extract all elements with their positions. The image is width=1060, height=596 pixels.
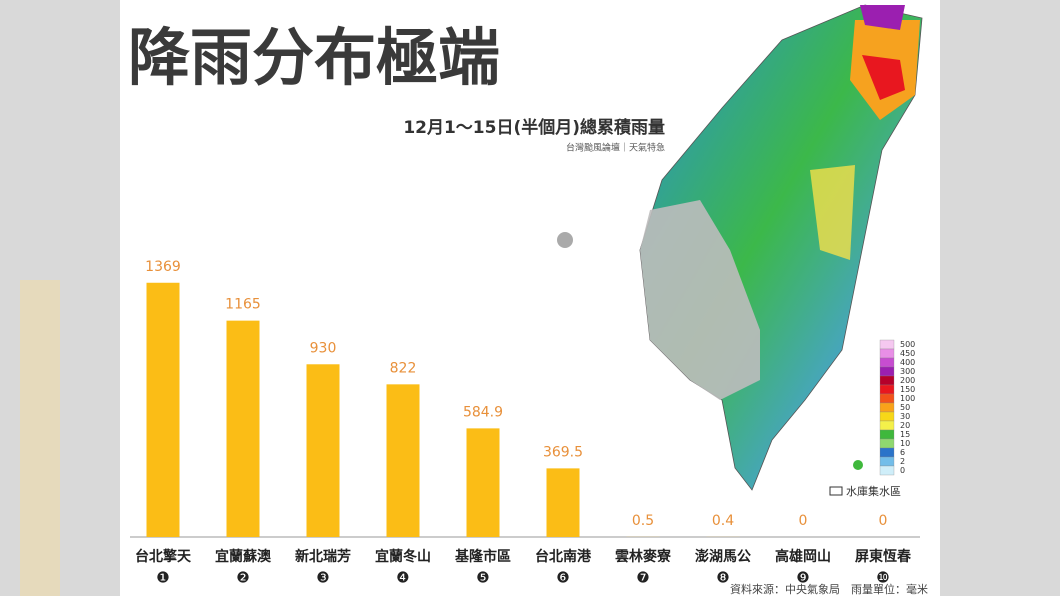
value-label: 0 [799,513,808,529]
x-tick-label: 雲林麥寮 [615,548,672,565]
legend-swatch [879,366,895,377]
x-tick-number: ❶ [156,569,169,587]
legend-swatch [879,375,895,386]
legend-swatch [879,438,895,449]
legend-label: 500 [900,340,915,349]
legend-swatch [879,411,895,422]
legend-label: 300 [900,367,915,376]
bar [386,384,420,537]
bar [466,428,500,537]
legend-label: 10 [900,439,910,448]
x-tick-number: ❻ [556,569,569,587]
legend-label: 6 [900,448,905,457]
x-tick-label: 屏東恆春 [855,548,912,565]
legend-swatch [879,429,895,440]
x-tick-label: 新北瑞芳 [295,548,351,565]
legend-swatch [879,384,895,395]
x-tick-label: 台北南港 [535,548,592,565]
bar [226,320,260,537]
value-label: 1369 [145,259,181,275]
legend-swatch [879,465,895,476]
source: 資料來源：中央氣象局 雨量單位：毫米 [730,582,928,596]
blur-edge [20,280,60,596]
legend-label: 400 [900,358,915,367]
legend-swatch [879,357,895,368]
x-tick-label: 宜蘭冬山 [375,548,431,565]
x-tick-number: ❽ [716,569,729,587]
legend-swatch [879,393,895,404]
legend-label: 30 [900,412,910,421]
reservoir-icon [829,486,843,496]
value-label: 0.4 [712,513,734,529]
legend-swatch [879,456,895,467]
value-label: 822 [390,360,417,376]
legend-label: 2 [900,457,905,466]
legend-label: 15 [900,430,910,439]
x-tick-label: 基隆市區 [455,548,511,565]
value-label: 930 [310,340,337,356]
value-label: 0.5 [632,513,654,529]
legend-swatch [879,348,895,359]
legend-label: 50 [900,403,910,412]
legend-label: 0 [900,466,905,475]
x-tick-label: 宜蘭蘇澳 [215,548,272,565]
x-tick-number: ❼ [636,569,649,587]
x-tick-number: ❹ [396,569,409,587]
value-label: 1165 [225,297,261,313]
taiwan-map [557,4,923,491]
bar [546,468,580,537]
credit: 台灣颱風論壇｜天氣特急 [566,142,665,154]
reservoir-label: 水庫集水區 [846,484,901,498]
x-tick-number: ❿ [876,569,889,587]
value-label: 584.9 [463,404,503,420]
x-tick-number: ❷ [236,569,249,587]
legend-label: 20 [900,421,910,430]
legend-label: 100 [900,394,915,403]
x-tick-number: ❾ [796,569,809,587]
value-label: 0 [879,513,888,529]
legend-swatch [879,447,895,458]
x-tick-number: ❸ [316,569,329,587]
x-tick-label: 台北擎天 [135,548,192,565]
title: 降雨分布極端 [128,21,500,94]
legend-swatch [879,420,895,431]
legend-label: 150 [900,385,915,394]
legend-label: 200 [900,376,915,385]
legend-swatch [879,402,895,413]
bar [306,364,340,537]
bar [146,282,180,537]
x-tick-number: ❺ [476,569,489,587]
x-tick-label: 澎湖馬公 [695,548,751,565]
subtitle: 12月1～15日(半個月)總累積雨量 [403,117,665,138]
legend-swatch [879,339,895,350]
legend-label: 450 [900,349,915,358]
x-tick-label: 高雄岡山 [775,548,831,565]
value-label: 369.5 [543,444,583,460]
